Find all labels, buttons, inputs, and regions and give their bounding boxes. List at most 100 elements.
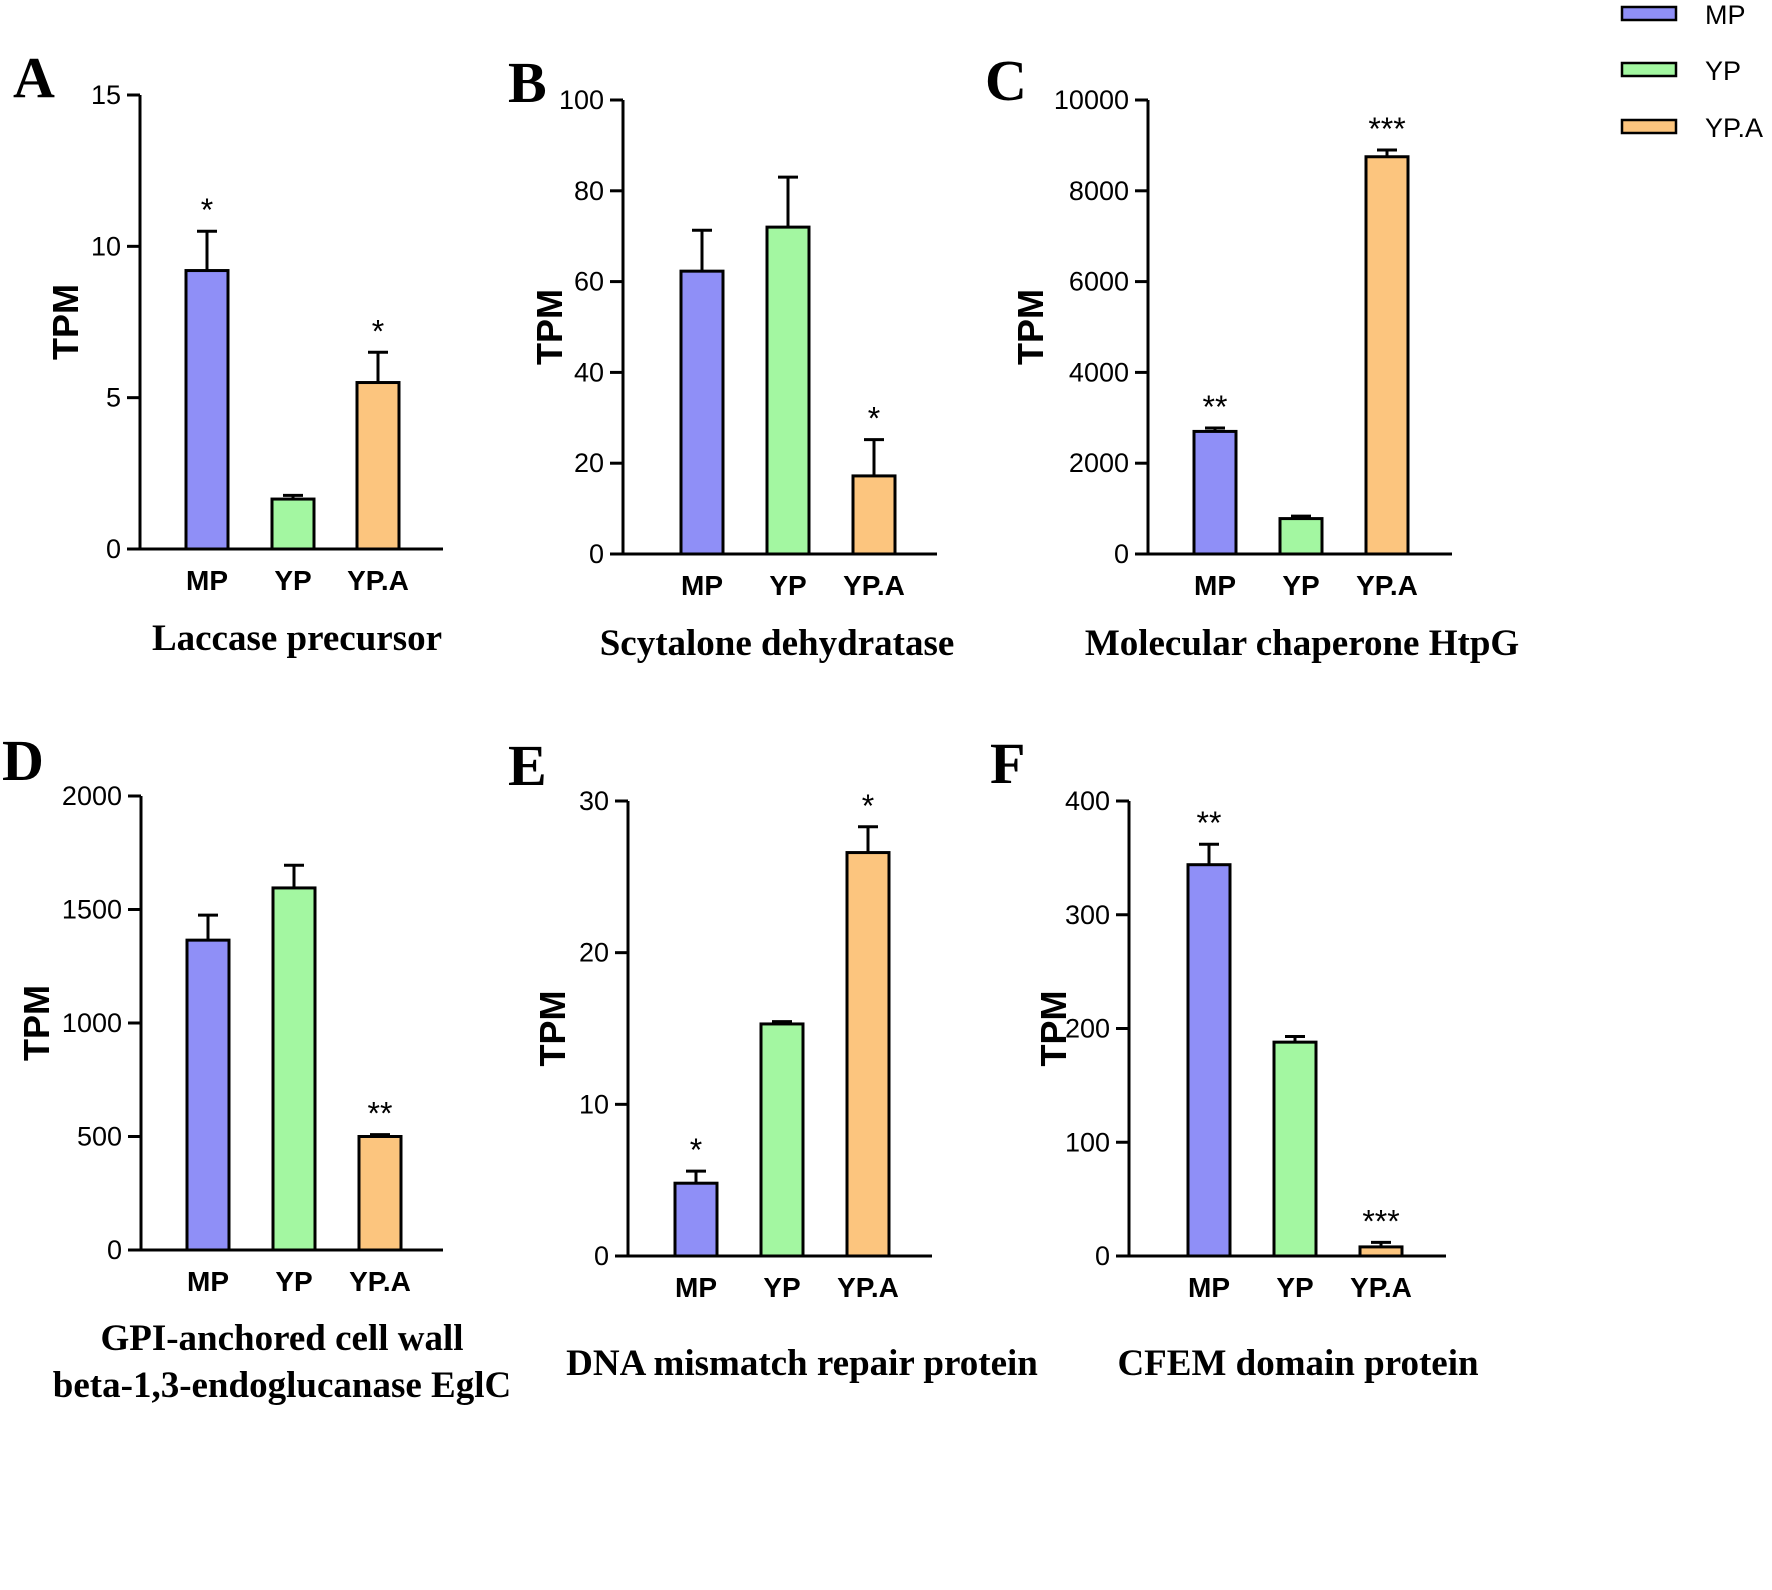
y-tick-label: 100 bbox=[1065, 1127, 1110, 1157]
bar-mp bbox=[185, 938, 231, 1252]
x-tick-label: YP bbox=[1276, 1272, 1313, 1303]
significance-label: * bbox=[868, 401, 880, 437]
panel-letter: E bbox=[508, 733, 547, 798]
bar-mp bbox=[1192, 429, 1238, 556]
y-tick-label: 0 bbox=[1095, 1241, 1110, 1271]
bar-mp bbox=[184, 269, 230, 551]
x-tick-label: YP bbox=[769, 570, 806, 601]
panel-title: GPI-anchored cell wall bbox=[100, 1318, 463, 1359]
x-tick-label: YP bbox=[763, 1272, 800, 1303]
panel-f: F 0 100 200 300 400 TPM MP ** YP YP.A *** CFEM domai… bbox=[990, 731, 1479, 1384]
y-tick-label: 8000 bbox=[1069, 176, 1129, 206]
bar-mp bbox=[679, 269, 725, 556]
y-tick-label: 30 bbox=[579, 786, 609, 816]
x-tick-label: MP bbox=[1188, 1272, 1230, 1303]
y-tick-label: 15 bbox=[91, 80, 121, 110]
y-tick-label: 20 bbox=[579, 938, 609, 968]
y-tick-label: 1000 bbox=[62, 1008, 122, 1038]
bar-yp bbox=[765, 225, 811, 556]
significance-label: ** bbox=[368, 1096, 393, 1132]
panel-e: E 0 10 20 30 TPM MP * YP YP.A * DNA mismatch repair… bbox=[508, 733, 1038, 1384]
x-tick-label: YP.A bbox=[1356, 570, 1418, 601]
y-tick-label: 400 bbox=[1065, 786, 1110, 816]
y-tick-label: 1500 bbox=[62, 895, 122, 925]
panel-letter: D bbox=[2, 728, 44, 793]
bar-mp bbox=[1186, 863, 1232, 1258]
legend-label: YP.A bbox=[1705, 113, 1763, 143]
bar-yp bbox=[759, 1022, 805, 1258]
panel-title: DNA mismatch repair protein bbox=[566, 1343, 1038, 1384]
legend-swatch-mp bbox=[1620, 5, 1678, 22]
y-tick-label: 200 bbox=[1065, 1014, 1110, 1044]
y-tick-label: 5 bbox=[106, 383, 121, 413]
bar-yp bbox=[270, 497, 316, 551]
x-tick-label: YP.A bbox=[837, 1272, 899, 1303]
y-tick-label: 2000 bbox=[62, 781, 122, 811]
y-tick-label: 300 bbox=[1065, 900, 1110, 930]
legend: MP YP YP.A bbox=[1620, 0, 1763, 143]
x-tick-label: YP.A bbox=[347, 565, 409, 596]
x-tick-label: YP.A bbox=[1350, 1272, 1412, 1303]
bar-yp-a bbox=[845, 851, 891, 1258]
y-axis-label: TPM bbox=[45, 284, 86, 360]
bar-yp bbox=[271, 886, 317, 1252]
y-tick-label: 60 bbox=[574, 267, 604, 297]
bar-yp-a bbox=[357, 1135, 403, 1252]
y-tick-label: 2000 bbox=[1069, 448, 1129, 478]
y-tick-label: 10000 bbox=[1054, 85, 1129, 115]
x-tick-label: MP bbox=[186, 565, 228, 596]
significance-label: *** bbox=[1362, 1203, 1399, 1239]
panel-b: B 0 20 40 60 80 100 TPM MP YP YP.A * Scytalone dehyd… bbox=[508, 50, 954, 664]
y-tick-label: 80 bbox=[574, 176, 604, 206]
y-tick-label: 500 bbox=[77, 1122, 122, 1152]
panel-title: Molecular chaperone HtpG bbox=[1085, 623, 1519, 664]
x-tick-label: MP bbox=[1194, 570, 1236, 601]
panel-title: Scytalone dehydratase bbox=[600, 623, 955, 664]
panel-letter: C bbox=[985, 48, 1027, 113]
x-tick-label: YP bbox=[275, 1266, 312, 1297]
y-tick-label: 4000 bbox=[1069, 357, 1129, 387]
significance-label: * bbox=[201, 192, 213, 228]
x-tick-label: MP bbox=[675, 1272, 717, 1303]
x-tick-label: YP bbox=[1282, 570, 1319, 601]
y-tick-label: 100 bbox=[559, 85, 604, 115]
bar-yp bbox=[1272, 1040, 1318, 1258]
legend-swatch-yp bbox=[1620, 61, 1678, 78]
y-tick-label: 40 bbox=[574, 357, 604, 387]
y-tick-label: 0 bbox=[106, 534, 121, 564]
x-tick-label: MP bbox=[187, 1266, 229, 1297]
significance-label: ** bbox=[1197, 805, 1222, 841]
panel-d: D 0 500 1000 1500 2000 TPM MP YP YP.A ** GPI-anchor… bbox=[2, 728, 511, 1406]
significance-label: *** bbox=[1368, 111, 1405, 147]
y-axis-label: TPM bbox=[16, 985, 57, 1061]
y-tick-label: 10 bbox=[579, 1089, 609, 1119]
panel-title: beta-1,3-endoglucanase EglC bbox=[53, 1365, 511, 1406]
y-axis-label: TPM bbox=[529, 289, 570, 365]
legend-label: MP bbox=[1705, 0, 1746, 30]
bar-yp-a bbox=[355, 381, 401, 551]
significance-label: * bbox=[690, 1132, 702, 1168]
y-tick-label: 0 bbox=[1114, 539, 1129, 569]
y-tick-label: 0 bbox=[594, 1241, 609, 1271]
panel-c: C 0 2000 4000 6000 8000 10000 TPM MP ** YP YP.A *** M… bbox=[985, 48, 1519, 664]
y-tick-label: 20 bbox=[574, 448, 604, 478]
legend-swatch-yp-a bbox=[1620, 118, 1678, 135]
y-tick-label: 10 bbox=[91, 231, 121, 261]
bar-yp-a bbox=[851, 474, 897, 556]
panel-letter: B bbox=[508, 50, 547, 115]
bar-yp-a bbox=[1358, 1245, 1404, 1258]
y-tick-label: 0 bbox=[589, 539, 604, 569]
x-tick-label: YP.A bbox=[349, 1266, 411, 1297]
panel-title: CFEM domain protein bbox=[1117, 1343, 1479, 1384]
y-axis-label: TPM bbox=[532, 991, 573, 1067]
x-tick-label: YP.A bbox=[843, 570, 905, 601]
bar-yp bbox=[1278, 517, 1324, 556]
panel-title: Laccase precursor bbox=[152, 618, 442, 659]
bar-mp bbox=[673, 1181, 719, 1258]
y-axis-label: TPM bbox=[1010, 289, 1051, 365]
legend-label: YP bbox=[1705, 56, 1741, 86]
y-axis-label: TPM bbox=[1033, 991, 1074, 1067]
panel-letter: A bbox=[13, 45, 55, 110]
significance-label: ** bbox=[1203, 389, 1228, 425]
